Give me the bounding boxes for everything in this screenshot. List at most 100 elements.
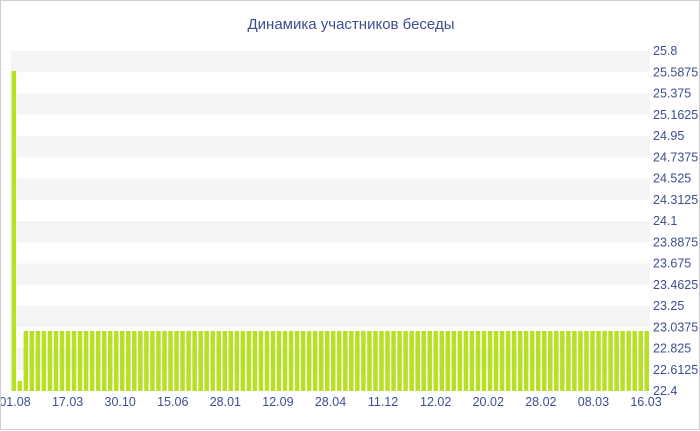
bar: [463, 331, 469, 391]
y-tick-label: 22.4: [653, 384, 677, 398]
bar: [234, 331, 240, 391]
bar: [59, 331, 65, 391]
bar: [168, 331, 173, 391]
bar: [276, 331, 282, 391]
bar: [252, 331, 258, 391]
bar: [113, 331, 119, 391]
bar: [29, 331, 35, 391]
bar: [47, 331, 53, 391]
bar: [367, 331, 372, 391]
grid-band: [11, 178, 650, 200]
bar: [391, 331, 396, 391]
y-tick-label: 24.7375: [653, 150, 698, 164]
bar: [529, 331, 535, 391]
x-tick-label: 20.02: [473, 395, 504, 409]
x-tick-label: 28.02: [525, 395, 556, 409]
bar: [204, 331, 209, 391]
bar: [584, 331, 589, 391]
bar: [602, 331, 607, 391]
bar: [343, 331, 348, 391]
y-tick-label: 22.825: [653, 342, 691, 356]
bar: [216, 331, 221, 391]
bar: [282, 331, 288, 391]
bar: [457, 331, 463, 391]
x-tick-label: 01.08: [1, 395, 31, 409]
bar: [620, 331, 625, 391]
bar: [590, 331, 595, 391]
bar: [23, 331, 29, 391]
x-tick-label: 28.04: [315, 395, 346, 409]
bar: [481, 331, 487, 391]
bar: [487, 331, 493, 391]
bar: [397, 331, 402, 391]
y-tick-label: 22.6125: [653, 363, 698, 377]
x-tick-label: 15.06: [157, 395, 188, 409]
bar: [144, 331, 149, 391]
bar: [156, 331, 161, 391]
bar: [572, 331, 577, 391]
grid-band: [11, 136, 650, 158]
grid-bands: [11, 51, 650, 370]
bar: [566, 331, 571, 391]
x-tick-label: 17.03: [52, 395, 83, 409]
bar: [614, 331, 619, 391]
bar: [71, 331, 77, 391]
bar: [95, 331, 101, 391]
bar: [65, 331, 71, 391]
y-tick-label: 25.1625: [653, 108, 698, 122]
bar: [53, 331, 59, 391]
grid-band: [11, 221, 650, 243]
bar: [192, 331, 197, 391]
bar: [493, 331, 499, 391]
bar: [626, 331, 631, 391]
bar: [385, 331, 390, 391]
bar: [138, 331, 143, 391]
x-axis-ticks: 01.08 17.03 30.10 15.06 28.01 12.09 28.04 11.12…: [1, 395, 662, 409]
grid-band: [11, 93, 650, 115]
bar: [89, 331, 95, 391]
bar: [523, 331, 529, 391]
y-tick-label: 25.8: [653, 44, 677, 58]
bar: [162, 331, 167, 391]
grid-band: [11, 306, 650, 328]
bar: [415, 331, 420, 391]
bar: [505, 331, 511, 391]
y-axis-ticks: 25.8 25.5875 25.375 25.1625 24.95 24.7375 24.5…: [653, 44, 698, 398]
bar: [560, 331, 565, 391]
y-tick-label: 25.5875: [653, 65, 698, 79]
bar: [120, 331, 125, 391]
bar: [264, 331, 270, 391]
bar: [379, 331, 384, 391]
bar: [451, 331, 457, 391]
bar: [517, 331, 523, 391]
bars: [11, 71, 649, 391]
y-tick-label: 23.0375: [653, 320, 698, 334]
bar: [439, 331, 445, 391]
y-tick-label: 23.4625: [653, 278, 698, 292]
grid-band: [11, 263, 650, 285]
bar: [288, 331, 294, 391]
bar: [608, 331, 613, 391]
bar: [150, 331, 155, 391]
bar: [83, 331, 89, 391]
y-tick-label: 24.525: [653, 172, 691, 186]
bar: [35, 331, 41, 391]
bar: [421, 331, 426, 391]
bar: [270, 331, 276, 391]
bar: [535, 331, 541, 391]
bar: [541, 331, 547, 391]
grid-band: [11, 51, 650, 73]
bar: [469, 331, 475, 391]
y-tick-label: 24.3125: [653, 193, 698, 207]
x-tick-label: 11.12: [368, 395, 398, 409]
bar: [126, 331, 131, 391]
bar: [445, 331, 451, 391]
bar: [499, 331, 505, 391]
bar: [306, 331, 312, 391]
bar: [475, 331, 481, 391]
bar: [433, 331, 439, 391]
bar: [361, 331, 366, 391]
x-tick-label: 16.03: [630, 395, 661, 409]
y-tick-label: 23.675: [653, 257, 691, 271]
